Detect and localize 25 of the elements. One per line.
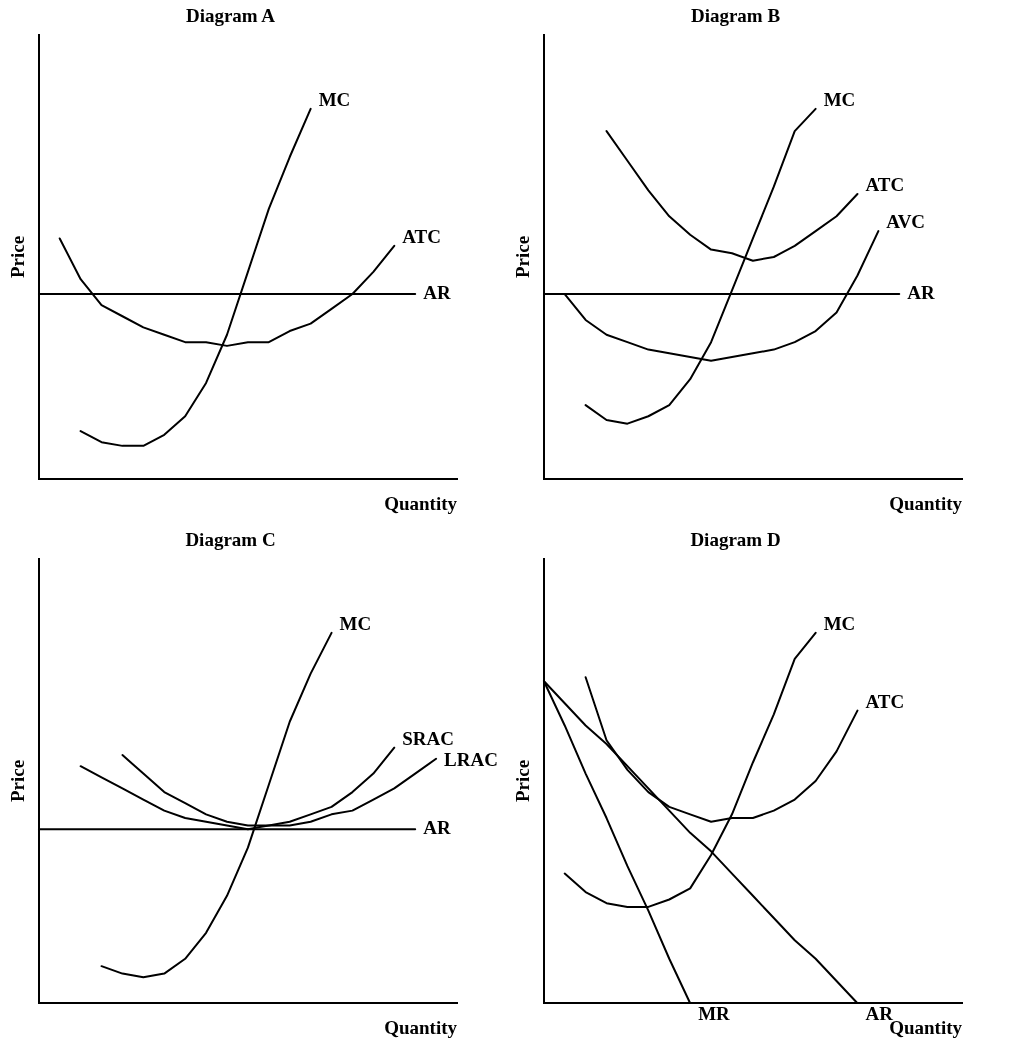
series-label: AR xyxy=(423,817,451,839)
series-label: MC xyxy=(339,612,372,634)
series-label: MR xyxy=(698,1003,731,1025)
x-axis-title: Quantity xyxy=(384,492,458,514)
series-label: AR xyxy=(423,281,451,303)
chart-title: Diagram D xyxy=(690,529,781,551)
series-label: ATC xyxy=(865,690,905,712)
y-axis-title: Price xyxy=(7,235,29,279)
series-label: MC xyxy=(823,612,856,634)
series-label: AR xyxy=(907,281,935,303)
y-axis-title: Price xyxy=(512,235,534,279)
y-axis-title: Price xyxy=(7,759,29,803)
series-label: AVC xyxy=(886,210,926,232)
series-label: MC xyxy=(318,88,351,110)
chart-title: Diagram C xyxy=(185,529,276,551)
series-label: LRAC xyxy=(444,748,498,770)
series-label: ATC xyxy=(865,173,905,195)
series-label: MC xyxy=(823,88,856,110)
series-label: ATC xyxy=(402,225,441,247)
y-axis-title: Price xyxy=(512,759,534,803)
x-axis-title: Quantity xyxy=(889,492,963,514)
x-axis-title: Quantity xyxy=(384,1016,458,1038)
chart-title: Diagram A xyxy=(185,5,276,27)
series-label: SRAC xyxy=(402,727,454,749)
chart-title: Diagram B xyxy=(690,5,781,27)
